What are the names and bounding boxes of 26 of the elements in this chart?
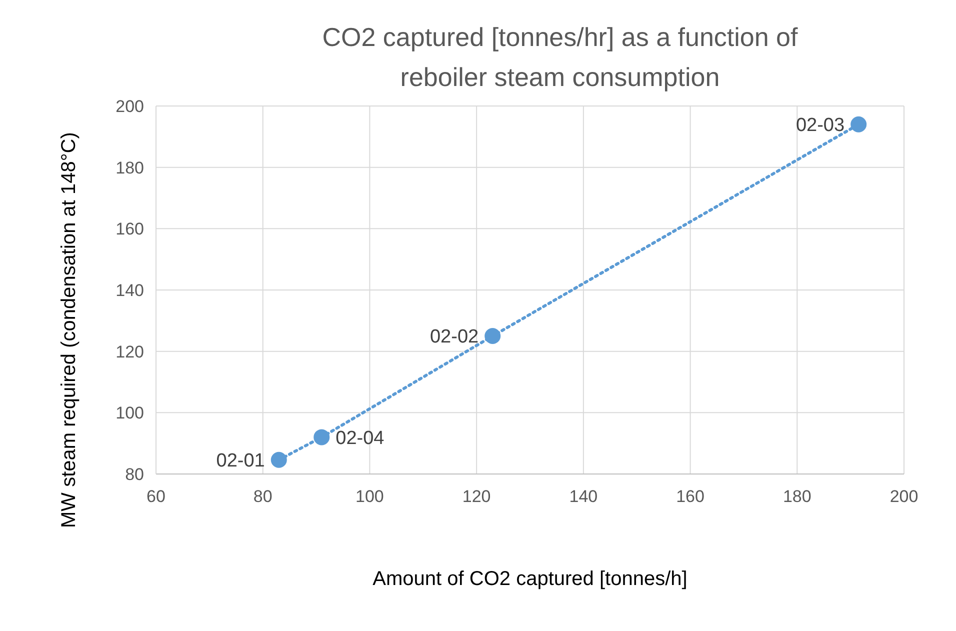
x-tick-label: 180 [782,487,812,506]
x-tick-label: 120 [462,487,491,506]
annotation: 02-03 [796,115,845,136]
point [850,116,867,132]
annotation: 02-02 [430,326,479,348]
x-tick-label: 60 [146,487,166,506]
annotation: 02-01 [216,450,265,472]
x-tick-label: 100 [356,487,384,506]
point [270,452,287,468]
x-axis-title: Amount of CO2 captured [tonnes/h] [372,568,688,590]
y-tick-label: 80 [125,464,144,484]
x-tick-label: 80 [253,487,272,506]
y-tick-label: 200 [116,96,144,116]
point [484,328,501,344]
x-tick-label: 160 [676,487,704,506]
y-tick-label: 180 [116,158,144,178]
y-tick-label: 120 [116,342,144,362]
annotation: 02-04 [336,428,385,449]
point [314,429,330,446]
x-tick-label: 140 [569,487,598,506]
y-tick-label: 140 [116,280,144,300]
chart-title: CO2 captured [tonnes/hr] as a function of reboiler steam consumption [322,22,799,92]
y-axis-title: MW steam required (condensation at 148°C) [58,132,80,528]
y-tick-label: 160 [116,220,144,239]
x-tick-label: 200 [890,487,918,506]
y-tick-label: 100 [116,404,144,423]
